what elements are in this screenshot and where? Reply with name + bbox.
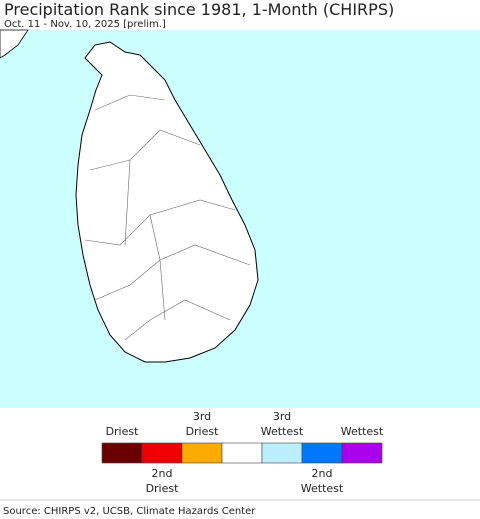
- sri-lanka: [75, 41, 259, 363]
- district-borders: [84, 94, 251, 341]
- legend-label: Wettest: [261, 425, 304, 438]
- india-coast: [0, 29, 29, 59]
- legend-label: 3rd: [193, 410, 211, 423]
- title: Precipitation Rank since 1981, 1-Month (…: [4, 0, 394, 19]
- legend-label: 2nd: [312, 467, 333, 480]
- legend-swatch: [181, 442, 223, 464]
- legend-label: Driest: [146, 482, 180, 495]
- legend-label: 3rd: [273, 410, 291, 423]
- legend-swatch: [261, 442, 303, 464]
- subtitle: Oct. 11 - Nov. 10, 2025 [prelim.]: [4, 19, 166, 30]
- legend-label: Wettest: [341, 425, 384, 438]
- legend-label: 2nd: [152, 467, 173, 480]
- legend-swatch: [141, 442, 183, 464]
- legend: Driest 2nd Driest 3rd Driest 3rd Wettest 2nd Wet…: [101, 410, 384, 495]
- legend-label: Wettest: [301, 482, 344, 495]
- legend-label: Driest: [106, 425, 140, 438]
- legend-swatch: [341, 442, 383, 464]
- legend-swatch: [221, 442, 263, 464]
- legend-swatch: [301, 442, 343, 464]
- legend-label: Driest: [186, 425, 220, 438]
- legend-swatch: [101, 442, 143, 464]
- source: Source: CHIRPS v2, UCSB, Climate Hazards…: [3, 506, 256, 517]
